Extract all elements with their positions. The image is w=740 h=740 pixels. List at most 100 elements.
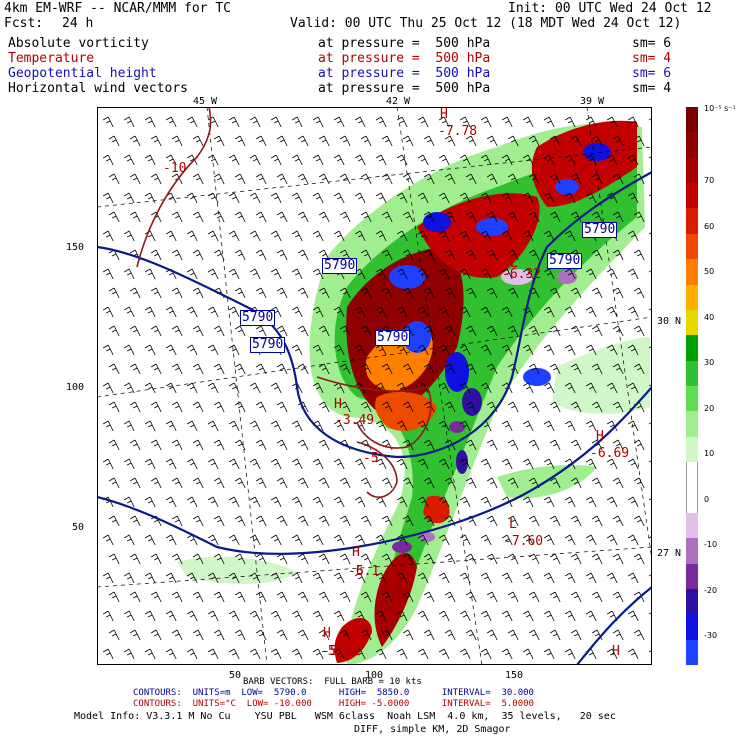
- colorbar-swatch: [686, 132, 698, 159]
- wind-barb: [606, 458, 618, 470]
- wind-barb: [270, 534, 282, 546]
- wind-barb: [354, 154, 366, 166]
- wind-barb: [108, 629, 120, 641]
- wind-barb: [102, 116, 114, 128]
- wind-barb: [507, 173, 519, 185]
- wind-barb: [297, 173, 309, 185]
- wind-barb: [123, 458, 135, 470]
- wind-barb: [150, 401, 162, 413]
- wind-barb: [591, 325, 603, 337]
- wind-barb: [360, 629, 372, 641]
- wind-barb: [627, 610, 639, 622]
- wind-barb: [459, 268, 471, 280]
- wind-barb: [417, 496, 429, 508]
- wind-barb: [606, 116, 618, 128]
- wind-barb: [144, 534, 156, 546]
- wind-barb: [444, 363, 456, 375]
- wind-barb: [186, 230, 198, 242]
- wind-barb: [396, 306, 408, 318]
- wind-barb: [102, 458, 114, 470]
- wind-barb: [228, 154, 240, 166]
- wind-barb: [312, 534, 324, 546]
- height-contours: [97, 171, 652, 665]
- wind-barb: [375, 648, 387, 660]
- wind-barb: [375, 420, 387, 432]
- wind-barb: [480, 496, 492, 508]
- wind-barb: [318, 515, 330, 527]
- pressure-center-value: -6.69: [590, 446, 630, 461]
- colorbar-swatch: [686, 512, 698, 539]
- wind-barb: [291, 268, 303, 280]
- colorbar-label: -30: [704, 631, 718, 640]
- wind-barb: [207, 610, 219, 622]
- wind-barb: [150, 363, 162, 375]
- wind-barb: [255, 135, 267, 147]
- wind-barb: [297, 363, 309, 375]
- wind-barb: [192, 287, 204, 299]
- wind-barb: [501, 306, 513, 318]
- wind-barb: [459, 382, 471, 394]
- wind-barb: [591, 287, 603, 299]
- wind-barb: [333, 154, 345, 166]
- wind-barb: [129, 591, 141, 603]
- wind-barb: [276, 211, 288, 223]
- wind-barb: [438, 230, 450, 242]
- wind-barb: [375, 230, 387, 242]
- wind-barb: [570, 325, 582, 337]
- wind-barb: [591, 401, 603, 413]
- lon-label-39w: 39 W: [580, 96, 605, 107]
- wind-barb: [123, 610, 135, 622]
- wind-barb: [360, 591, 372, 603]
- wind-barb: [612, 553, 624, 565]
- wind-barb: [276, 135, 288, 147]
- wind-barb: [564, 230, 576, 242]
- wind-barb: [228, 610, 240, 622]
- wind-barb: [312, 496, 324, 508]
- wind-barb: [255, 325, 267, 337]
- wind-barb: [129, 173, 141, 185]
- wind-barb: [585, 534, 597, 546]
- wind-barb: [627, 344, 639, 356]
- wind-barb: [360, 363, 372, 375]
- wind-barb: [480, 458, 492, 470]
- model-info: Model Info: V3.3.1 M No Cu YSU PBL WSM 6…: [74, 711, 616, 722]
- wind-barb: [165, 306, 177, 318]
- wind-barb: [591, 363, 603, 375]
- pressure-center-symbol: L: [509, 517, 517, 532]
- wind-barb: [171, 515, 183, 527]
- wind-barb: [249, 116, 261, 128]
- wind-barb: [228, 268, 240, 280]
- wind-barb: [318, 591, 330, 603]
- wind-barb: [402, 629, 414, 641]
- wind-barb: [333, 420, 345, 432]
- wind-barb: [207, 420, 219, 432]
- wind-barb: [549, 629, 561, 641]
- colorbar-label: -10: [704, 540, 718, 549]
- wind-barb: [528, 211, 540, 223]
- wind-barb: [339, 591, 351, 603]
- wind-barb: [297, 553, 309, 565]
- wind-barb: [339, 363, 351, 375]
- colorbar-label: 10: [704, 449, 715, 458]
- colorbar-label: 20: [704, 403, 715, 413]
- wind-barb: [507, 591, 519, 603]
- wind-barb: [480, 648, 492, 660]
- wind-barb: [543, 610, 555, 622]
- wind-barb: [459, 420, 471, 432]
- wind-barb: [108, 287, 120, 299]
- x-tick-100: 100: [365, 670, 384, 681]
- wind-barb: [312, 382, 324, 394]
- wind-barb: [585, 382, 597, 394]
- wind-barb: [522, 230, 534, 242]
- wind-barb: [501, 534, 513, 546]
- height-label: 5790: [250, 337, 286, 353]
- wind-barb: [207, 496, 219, 508]
- wind-barb: [570, 515, 582, 527]
- wind-barb: [501, 268, 513, 280]
- wind-barb: [606, 306, 618, 318]
- wind-barb: [297, 629, 309, 641]
- wind-barb: [291, 610, 303, 622]
- wind-barb: [312, 268, 324, 280]
- wind-barb: [543, 572, 555, 584]
- wind-barb: [144, 192, 156, 204]
